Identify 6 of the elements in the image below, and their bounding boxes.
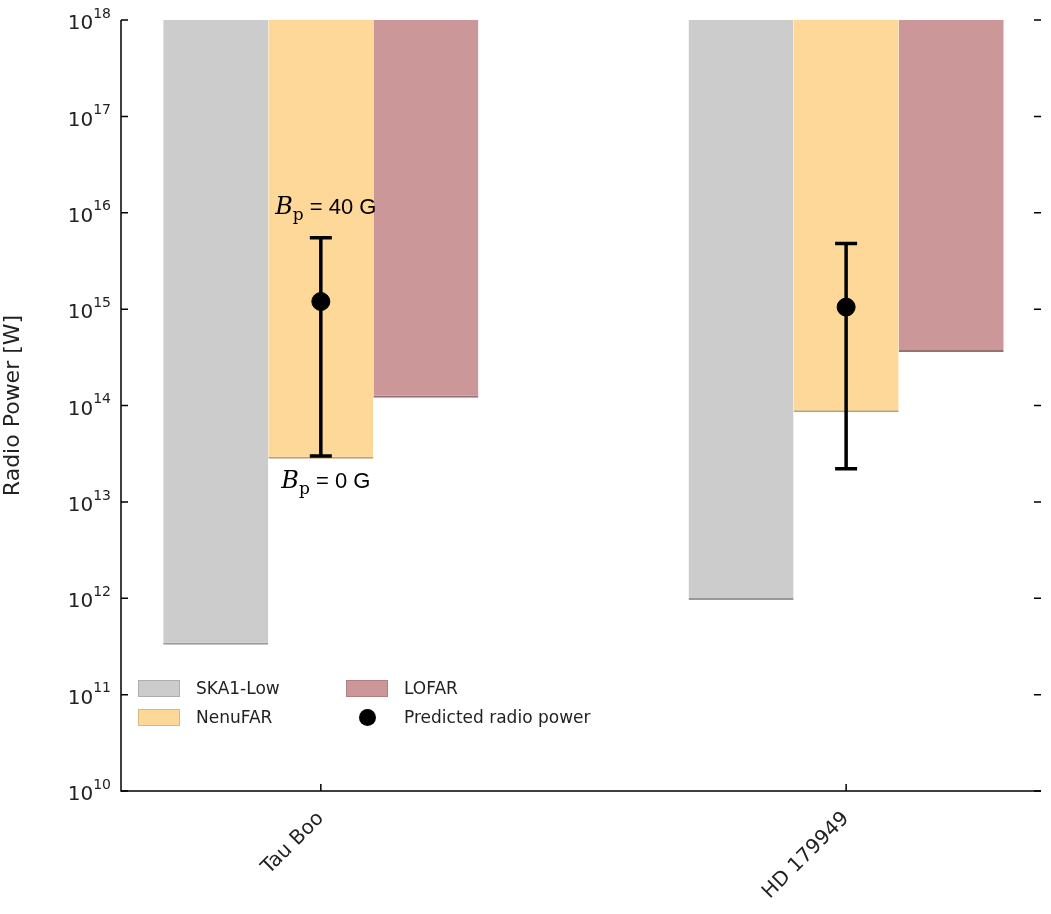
legend-label: NenuFAR <box>196 707 273 727</box>
y-axis-title: Radio Power [W] <box>0 314 24 497</box>
legend-label: SKA1-Low <box>196 678 280 698</box>
legend-label: LOFAR <box>404 678 458 698</box>
legend-label: Predicted radio power <box>404 707 591 727</box>
x-tick-label: Tau Boo <box>254 805 329 879</box>
